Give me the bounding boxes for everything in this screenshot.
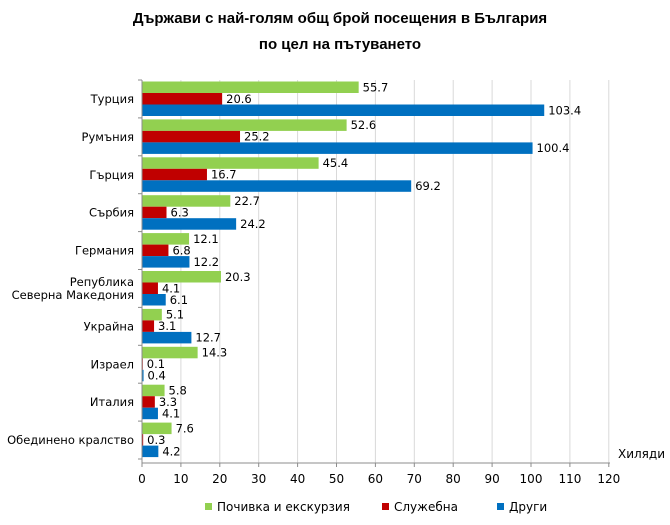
- data-label: 12.2: [193, 255, 219, 269]
- x-tick-label: 60: [368, 472, 383, 486]
- category-label: Румъния: [82, 130, 134, 144]
- bars: [142, 81, 545, 458]
- data-label: 103.4: [548, 103, 581, 117]
- x-tick-label: 80: [446, 472, 461, 486]
- bar: [142, 142, 533, 154]
- x-tick-label: 40: [290, 472, 305, 486]
- bar: [142, 331, 192, 344]
- bar: [142, 422, 172, 435]
- data-label: 100.4: [537, 141, 570, 155]
- bar: [142, 81, 359, 93]
- category-labels: Турция Румъния Гърция Сърбия Германия Републи…: [7, 92, 134, 447]
- bar: [142, 271, 221, 283]
- legend-label: Други: [509, 500, 547, 514]
- category-label: Северна Македония: [12, 288, 134, 302]
- category-label: Израел: [91, 357, 135, 371]
- data-label: 3.1: [158, 319, 176, 333]
- x-tick-label: 50: [329, 472, 344, 486]
- category-label: Сърбия: [89, 206, 134, 220]
- legend-label: Почивка и екскурзия: [217, 500, 350, 514]
- data-labels: 55.7 20.6 103.4 52.6 25.2 100.4 45.4 16.7 69.2 22…: [147, 80, 581, 458]
- data-label: 20.6: [226, 92, 252, 106]
- category-label: Република: [70, 275, 134, 289]
- x-tick-label: 100: [520, 472, 543, 486]
- data-label: 55.7: [363, 80, 389, 94]
- x-tick-label: 0: [138, 472, 146, 486]
- bar: [142, 294, 166, 306]
- legend-swatch: [497, 503, 504, 510]
- category-label: Украйна: [84, 319, 134, 333]
- data-label: 7.6: [176, 421, 194, 435]
- data-label: 25.2: [244, 130, 270, 144]
- bar: [142, 195, 231, 207]
- data-label: 5.1: [166, 308, 184, 322]
- bar: [142, 256, 190, 268]
- data-label: 12.7: [195, 331, 221, 345]
- data-label: 4.2: [162, 444, 180, 458]
- bar: [142, 93, 223, 105]
- data-label: 0.4: [148, 369, 166, 383]
- bar: [142, 320, 155, 332]
- unit-label: Хиляди: [618, 447, 665, 461]
- x-tick-label: 120: [597, 472, 620, 486]
- chart-title-line-1: Държави с най-голям общ брой посещения в…: [133, 10, 547, 27]
- bar: [142, 233, 190, 245]
- data-label: 24.2: [240, 217, 266, 231]
- data-label: 14.3: [202, 346, 228, 360]
- bar: [142, 218, 237, 230]
- data-label: 45.4: [323, 156, 349, 170]
- bar: [142, 308, 162, 321]
- data-label: 20.3: [225, 270, 251, 284]
- bar: [142, 130, 241, 143]
- data-label: 52.6: [351, 118, 377, 132]
- bar: [142, 445, 159, 458]
- bar: [142, 407, 158, 420]
- x-tick-label: 30: [251, 472, 266, 486]
- x-tick-label: 90: [484, 472, 499, 486]
- legend: Почивка и екскурзия Служебна Други: [205, 500, 547, 514]
- bar: [142, 244, 169, 257]
- chart-title-line-2: по цел на пътуването: [259, 36, 421, 53]
- x-tick-label: 70: [407, 472, 422, 486]
- data-label: 6.8: [172, 243, 190, 257]
- bar: [142, 434, 144, 446]
- data-label: 69.2: [415, 179, 441, 193]
- data-label: 4.1: [162, 406, 180, 420]
- data-label: 6.3: [171, 205, 189, 219]
- x-tick-label: 20: [212, 472, 227, 486]
- data-label: 3.3: [159, 395, 177, 409]
- x-tick-label: 110: [558, 472, 581, 486]
- category-label: Гърция: [89, 168, 134, 182]
- data-label: 6.1: [170, 293, 188, 307]
- legend-swatch: [205, 503, 212, 510]
- data-label: 16.7: [211, 168, 237, 182]
- category-label: Германия: [75, 244, 134, 258]
- data-label: 22.7: [234, 194, 260, 208]
- bar: [142, 206, 167, 219]
- legend-label: Служебна: [394, 500, 458, 514]
- category-label: Турция: [90, 92, 134, 106]
- bar: [142, 157, 319, 169]
- bar: [142, 369, 144, 382]
- x-tick-label: 10: [173, 472, 188, 486]
- bar: [142, 282, 158, 294]
- legend-swatch: [382, 503, 389, 510]
- data-label: 12.1: [193, 232, 219, 246]
- category-label: Италия: [90, 395, 134, 409]
- x-axis: 0 10 20 30 40 50 60 70 80 90 100 110 120: [138, 79, 620, 486]
- bar: [142, 396, 155, 408]
- bar: [142, 168, 207, 181]
- data-label: 4.1: [162, 281, 180, 295]
- data-label: 5.8: [169, 383, 187, 397]
- bar: [142, 104, 545, 116]
- category-label: Обединено кралство: [7, 433, 134, 447]
- bar: [142, 384, 165, 397]
- data-label: 0.1: [147, 357, 165, 371]
- bar: [142, 346, 198, 359]
- bar: [142, 180, 412, 192]
- bar: [142, 119, 347, 131]
- data-label: 0.3: [147, 433, 165, 447]
